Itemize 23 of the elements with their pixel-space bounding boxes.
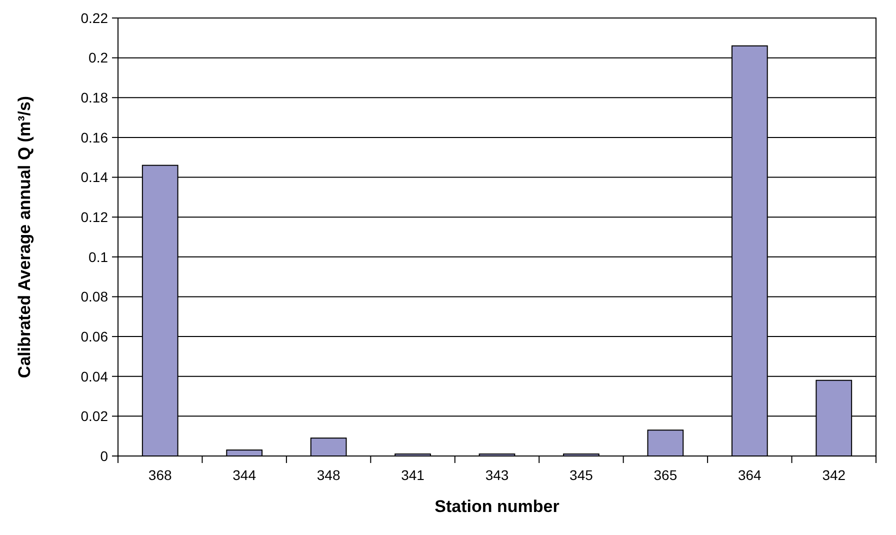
x-tick-label: 348 xyxy=(316,467,340,483)
y-tick-label: 0.02 xyxy=(80,408,108,424)
y-tick-label: 0.08 xyxy=(80,288,108,305)
y-tick-label: 0.12 xyxy=(80,208,108,225)
y-tick-label: 0.22 xyxy=(80,10,108,26)
y-tick-label: 0.06 xyxy=(80,328,108,344)
x-tick-label: 365 xyxy=(654,467,678,483)
x-tick-label: 341 xyxy=(401,467,425,483)
y-tick-label: 0.18 xyxy=(80,90,108,106)
y-tick-label: 0.1 xyxy=(88,248,108,265)
y-axis-title: Calibrated Average annual Q (m³/s) xyxy=(15,96,34,378)
x-tick-label: 345 xyxy=(570,467,594,483)
x-tick-label: 368 xyxy=(148,467,172,483)
x-axis-title: Station number xyxy=(434,497,560,516)
x-tick-label: 342 xyxy=(822,467,846,483)
x-tick-label: 344 xyxy=(232,467,256,483)
y-tick-label: 0.2 xyxy=(88,50,108,66)
x-tick-label: 343 xyxy=(485,467,509,483)
y-tick-label: 0 xyxy=(100,448,108,464)
y-tick-label: 0.04 xyxy=(80,368,108,384)
y-tick-label: 0.16 xyxy=(80,129,108,146)
y-tick-label: 0.14 xyxy=(80,169,108,186)
x-tick-label: 364 xyxy=(738,467,762,483)
